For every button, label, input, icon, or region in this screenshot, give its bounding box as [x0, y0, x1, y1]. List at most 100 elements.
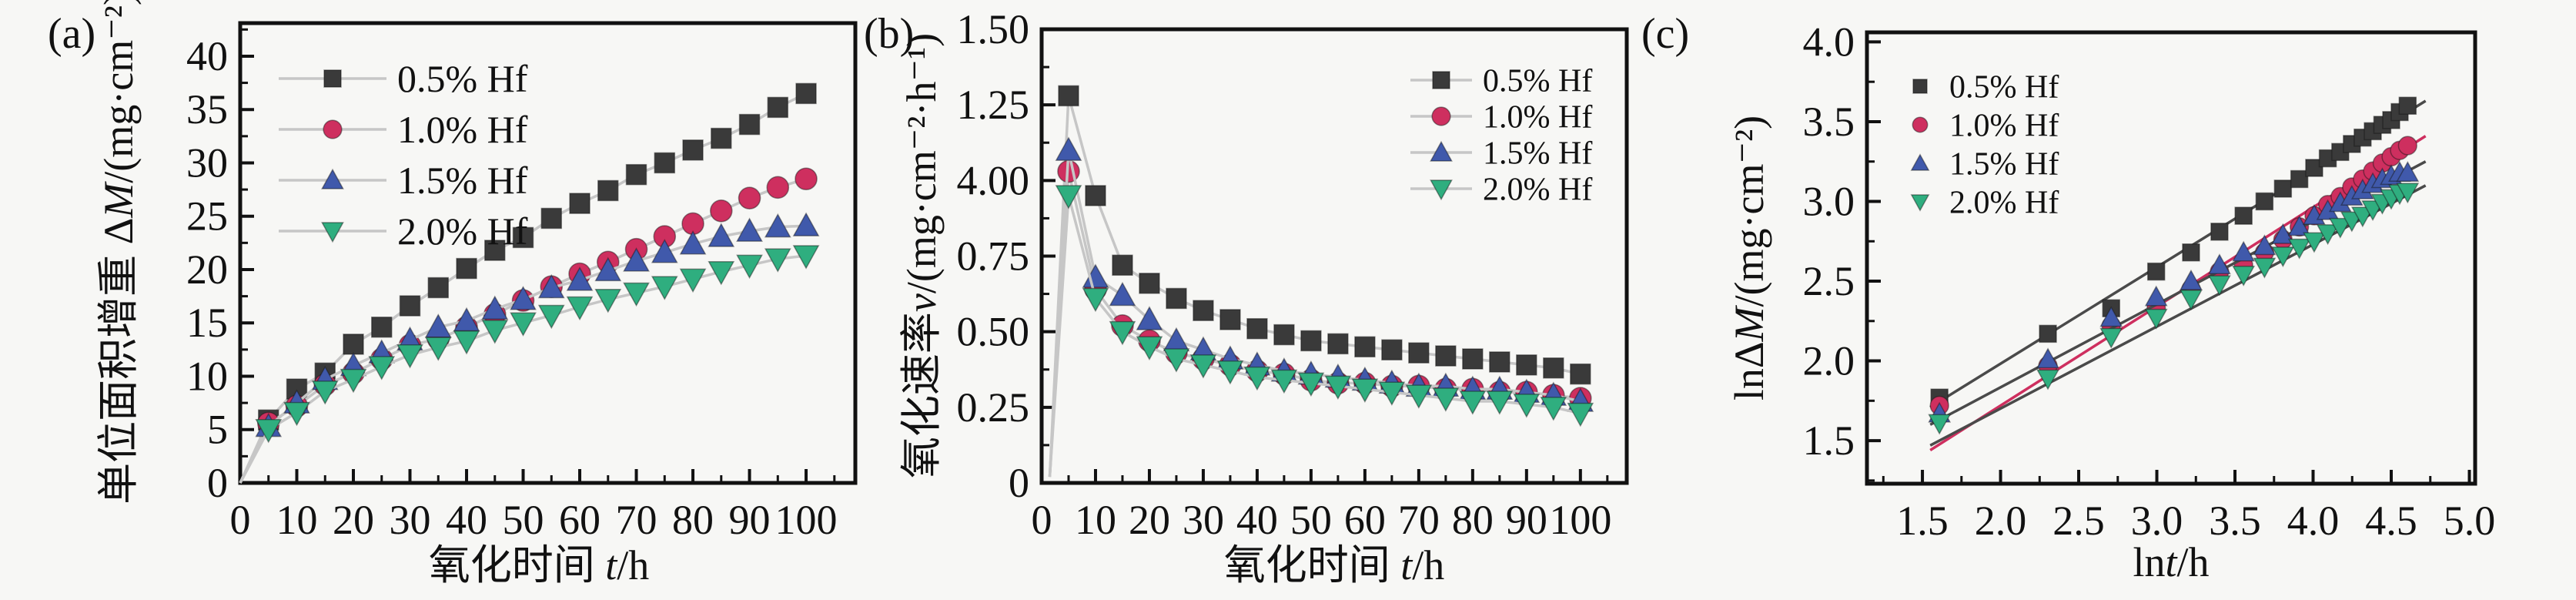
square-icon	[1300, 330, 1322, 352]
legend-label: 2.0% Hf	[1483, 172, 1592, 207]
y-tick-label: 20	[186, 246, 228, 293]
square-icon	[2039, 324, 2057, 344]
triangle-down-icon	[1216, 360, 1244, 385]
square-icon	[1516, 354, 1537, 376]
x-tick-label: 50	[1290, 497, 1332, 543]
triangle-down-icon	[2036, 369, 2059, 391]
square-icon	[767, 96, 789, 119]
square-icon	[625, 163, 647, 186]
square-icon	[1193, 300, 1214, 321]
triangle-up-icon	[321, 168, 344, 189]
triangle-down-icon	[1378, 381, 1406, 406]
square-icon	[2210, 223, 2229, 241]
triangle-up-icon	[2396, 161, 2420, 182]
y-tick-label: 1.5	[1803, 417, 1855, 464]
y-tick-label: 30	[186, 139, 228, 186]
triangle-up-icon	[623, 247, 650, 272]
legend-label: 1.0% Hf	[1949, 108, 2059, 143]
triangle-down-icon	[1109, 320, 1136, 346]
square-icon	[1462, 348, 1484, 370]
x-tick-label: 0	[1032, 497, 1052, 543]
panel-b-series-05Hf	[1048, 85, 1591, 478]
triangle-down-icon	[708, 260, 735, 286]
triangle-up-icon	[651, 239, 678, 263]
circle-icon	[1431, 106, 1451, 126]
x-tick-label: 100	[1549, 497, 1611, 543]
triangle-down-icon	[2316, 224, 2340, 246]
x-tick-label: 90	[729, 497, 771, 543]
triangle-up-icon	[2180, 269, 2203, 290]
triangle-down-icon	[1430, 179, 1453, 201]
triangle-down-icon	[736, 254, 763, 280]
panel-b-legend-item-05Hf: 0.5% Hf	[1410, 63, 1592, 99]
triangle-up-icon	[2303, 203, 2326, 225]
circle-icon	[766, 176, 790, 199]
panel-b-yaxis-label: 氧化速率v/(mg·cm⁻²·h⁻¹)	[898, 33, 945, 478]
y-tick-label: 2.5	[1803, 258, 1855, 304]
x-tick-label: 3.5	[2209, 498, 2261, 544]
triangle-up-icon	[2099, 306, 2123, 327]
triangle-up-icon	[1910, 153, 1930, 171]
triangle-up-icon	[1055, 136, 1082, 161]
square-icon	[1543, 357, 1564, 379]
circle-icon	[738, 186, 761, 209]
square-icon	[1246, 317, 1268, 340]
triangle-down-icon	[1405, 384, 1433, 409]
triangle-down-icon	[1459, 391, 1487, 415]
triangle-down-icon	[594, 289, 622, 313]
triangle-down-icon	[1567, 402, 1594, 427]
y-tick-label: 10	[186, 353, 228, 399]
square-icon	[2255, 192, 2274, 211]
triangle-down-icon	[764, 248, 791, 273]
triangle-down-icon	[1540, 397, 1567, 421]
panel-b-legend-item-15Hf: 1.5% Hf	[1410, 136, 1592, 171]
x-tick-label: 2.0	[1975, 498, 2027, 544]
triangle-up-icon	[1109, 281, 1136, 307]
x-tick-label: 70	[1398, 497, 1440, 543]
triangle-down-icon	[1189, 354, 1217, 379]
y-tick-label: 3.0	[1803, 178, 1855, 224]
y-tick-label: 0.75	[957, 233, 1030, 280]
triangle-down-icon	[453, 330, 480, 355]
triangle-down-icon	[1324, 375, 1352, 401]
triangle-down-icon	[2328, 217, 2352, 239]
square-icon	[569, 193, 590, 214]
legend-label: 2.0% Hf	[1949, 185, 2059, 220]
triangle-down-icon	[2253, 257, 2277, 279]
triangle-up-icon	[453, 307, 480, 332]
square-icon	[371, 317, 393, 338]
triangle-down-icon	[679, 268, 707, 293]
square-icon	[1273, 323, 1295, 346]
panel-c-legend-item-10Hf: 1.0% Hf	[1912, 108, 2059, 143]
x-tick-label: 1.5	[1896, 498, 1949, 544]
legend-label: 1.0% Hf	[1483, 99, 1592, 135]
x-tick-label: 10	[1075, 497, 1116, 543]
triangle-down-icon	[424, 337, 452, 361]
panel-a-legend-item-15Hf: 1.5% Hf	[279, 159, 528, 202]
y-tick-label: 0.25	[957, 384, 1030, 431]
x-tick-label: 20	[333, 497, 374, 543]
triangle-down-icon	[2340, 211, 2364, 233]
square-icon	[484, 240, 506, 261]
panel-a-legend-item-10Hf: 1.0% Hf	[279, 108, 528, 151]
square-icon	[427, 277, 450, 299]
triangle-up-icon	[2208, 253, 2231, 275]
panel-b-legend-item-10Hf: 1.0% Hf	[1410, 99, 1592, 135]
y-tick-label: 35	[186, 86, 228, 132]
y-tick-label: 25	[186, 193, 228, 240]
circle-icon	[2397, 136, 2417, 156]
triangle-up-icon	[736, 217, 763, 242]
panel-c-series-20Hf	[1928, 183, 2427, 447]
panel-a-xaxis-label: 氧化时间 t/h	[429, 542, 650, 588]
x-tick-label: 30	[390, 497, 431, 543]
triangle-down-icon	[2208, 275, 2231, 297]
triangle-down-icon	[340, 368, 367, 394]
legend-label: 1.0% Hf	[397, 108, 528, 151]
triangle-up-icon	[792, 212, 820, 236]
square-icon	[682, 139, 704, 161]
triangle-down-icon	[566, 296, 594, 321]
triangle-down-icon	[1297, 372, 1325, 397]
square-icon	[1219, 309, 1241, 330]
triangle-down-icon	[1910, 194, 1930, 212]
